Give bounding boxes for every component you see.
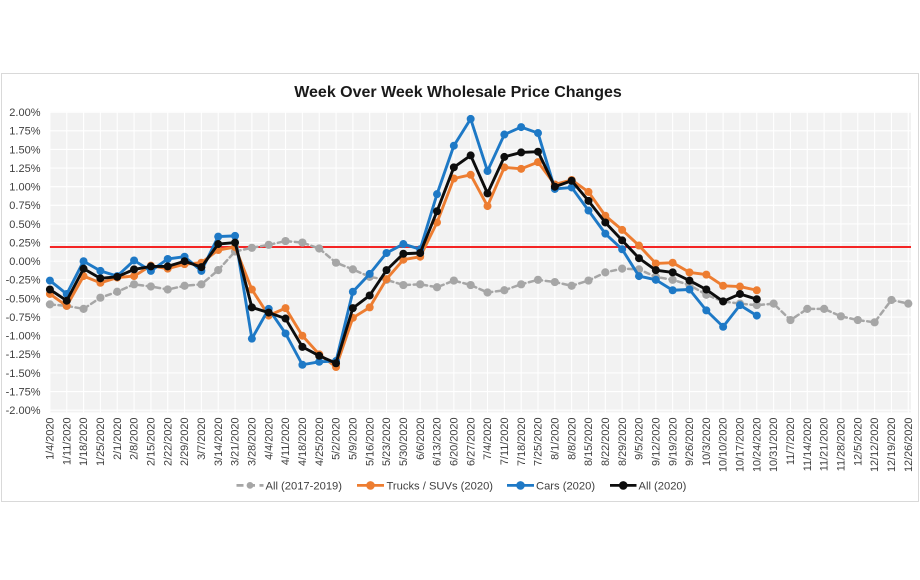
svg-text:-1.25%: -1.25% [6, 349, 41, 361]
svg-text:4/11/2020: 4/11/2020 [280, 418, 292, 466]
svg-text:0.25%: 0.25% [9, 237, 40, 249]
svg-text:3/14/2020: 3/14/2020 [213, 418, 225, 466]
svg-text:11/28/2020: 11/28/2020 [836, 418, 848, 472]
svg-text:10/24/2020: 10/24/2020 [751, 418, 763, 473]
svg-text:12/19/2020: 12/19/2020 [886, 418, 898, 473]
svg-text:6/6/2020: 6/6/2020 [415, 418, 427, 460]
svg-text:-1.00%: -1.00% [6, 331, 41, 343]
svg-text:5/16/2020: 5/16/2020 [364, 418, 376, 466]
svg-text:7/25/2020: 7/25/2020 [533, 418, 545, 466]
svg-text:5/30/2020: 5/30/2020 [398, 418, 410, 466]
svg-text:7/18/2020: 7/18/2020 [516, 418, 528, 466]
svg-text:0.00%: 0.00% [9, 256, 40, 268]
svg-text:7/4/2020: 7/4/2020 [482, 418, 494, 460]
svg-text:-0.50%: -0.50% [6, 293, 41, 305]
svg-text:1.00%: 1.00% [9, 182, 40, 194]
svg-text:5/2/2020: 5/2/2020 [331, 418, 343, 460]
svg-text:1/4/2020: 1/4/2020 [45, 418, 57, 460]
svg-text:2/8/2020: 2/8/2020 [129, 418, 141, 460]
svg-text:1/25/2020: 1/25/2020 [95, 418, 107, 466]
svg-text:-2.00%: -2.00% [6, 405, 41, 417]
svg-text:8/29/2020: 8/29/2020 [617, 418, 629, 466]
svg-text:2/15/2020: 2/15/2020 [145, 418, 157, 466]
svg-text:5/9/2020: 5/9/2020 [347, 418, 359, 460]
svg-text:6/27/2020: 6/27/2020 [465, 418, 477, 466]
svg-text:1.75%: 1.75% [9, 126, 40, 138]
svg-text:9/12/2020: 9/12/2020 [650, 418, 662, 466]
svg-text:Week Over Week Wholesale Price: Week Over Week Wholesale Price Changes [294, 84, 622, 101]
svg-text:2/1/2020: 2/1/2020 [112, 418, 124, 460]
svg-text:3/28/2020: 3/28/2020 [246, 418, 258, 466]
svg-text:7/11/2020: 7/11/2020 [499, 418, 511, 466]
svg-text:12/12/2020: 12/12/2020 [869, 418, 881, 473]
svg-text:-1.50%: -1.50% [6, 368, 41, 380]
svg-text:1.50%: 1.50% [9, 144, 40, 156]
svg-text:4/25/2020: 4/25/2020 [314, 418, 326, 466]
svg-text:3/7/2020: 3/7/2020 [196, 418, 208, 460]
svg-text:1.25%: 1.25% [9, 163, 40, 175]
svg-text:All (2020): All (2020) [639, 480, 687, 492]
svg-text:Trucks / SUVs (2020): Trucks / SUVs (2020) [387, 480, 494, 492]
svg-text:10/31/2020: 10/31/2020 [768, 418, 780, 473]
svg-text:3/21/2020: 3/21/2020 [230, 418, 242, 466]
svg-text:0.75%: 0.75% [9, 200, 40, 212]
svg-text:2/22/2020: 2/22/2020 [162, 418, 174, 466]
svg-text:9/19/2020: 9/19/2020 [667, 418, 679, 466]
svg-text:11/21/2020: 11/21/2020 [819, 418, 831, 472]
svg-text:8/15/2020: 8/15/2020 [583, 418, 595, 466]
svg-text:9/5/2020: 9/5/2020 [634, 418, 646, 460]
svg-text:2/29/2020: 2/29/2020 [179, 418, 191, 466]
svg-text:-0.25%: -0.25% [6, 275, 41, 287]
svg-text:2.00%: 2.00% [9, 107, 40, 119]
svg-text:11/7/2020: 11/7/2020 [785, 418, 797, 466]
svg-text:8/8/2020: 8/8/2020 [566, 418, 578, 460]
svg-text:11/14/2020: 11/14/2020 [802, 418, 814, 472]
svg-text:All (2017-2019): All (2017-2019) [266, 480, 343, 492]
svg-text:0.50%: 0.50% [9, 219, 40, 231]
svg-text:10/17/2020: 10/17/2020 [735, 418, 747, 473]
svg-text:12/5/2020: 12/5/2020 [852, 418, 864, 466]
svg-text:Cars (2020): Cars (2020) [536, 480, 595, 492]
svg-text:9/26/2020: 9/26/2020 [684, 418, 696, 466]
svg-text:1/11/2020: 1/11/2020 [61, 418, 73, 466]
svg-text:-0.75%: -0.75% [6, 312, 41, 324]
svg-text:4/4/2020: 4/4/2020 [263, 418, 275, 460]
svg-text:-1.75%: -1.75% [6, 386, 41, 398]
svg-text:8/22/2020: 8/22/2020 [600, 418, 612, 466]
svg-text:4/18/2020: 4/18/2020 [297, 418, 309, 466]
svg-text:10/3/2020: 10/3/2020 [701, 418, 713, 466]
svg-text:6/13/2020: 6/13/2020 [432, 418, 444, 466]
svg-text:8/1/2020: 8/1/2020 [549, 418, 561, 460]
svg-text:12/26/2020: 12/26/2020 [903, 418, 915, 473]
svg-text:1/18/2020: 1/18/2020 [78, 418, 90, 466]
svg-text:6/20/2020: 6/20/2020 [448, 418, 460, 466]
svg-text:10/10/2020: 10/10/2020 [718, 418, 730, 473]
svg-text:5/23/2020: 5/23/2020 [381, 418, 393, 466]
